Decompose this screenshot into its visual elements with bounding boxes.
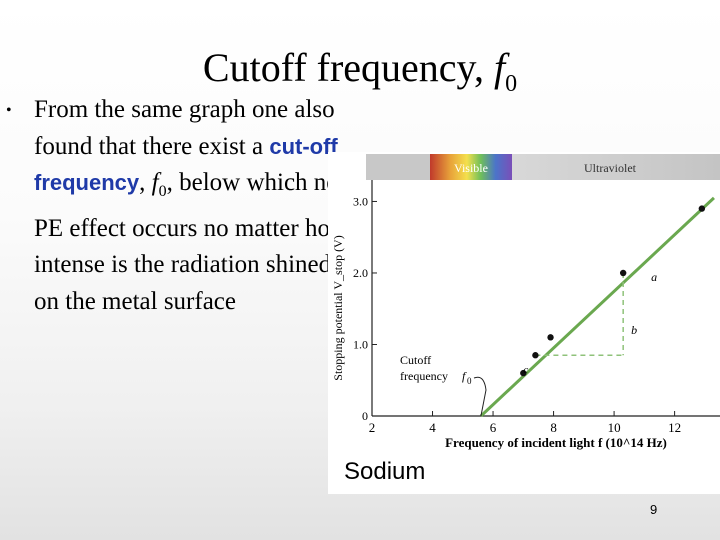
- data-point: [619, 269, 627, 277]
- data-point: [520, 369, 527, 377]
- sodium-graph-figure: Visible Ultraviolet 2 4 6 8 10 12 0 1.0 2.0 3.0 Fr…: [328, 152, 720, 494]
- x-tick-label: 4: [429, 420, 436, 435]
- x-axis-label: Frequency of incident light f (10^14 Hz): [445, 435, 667, 450]
- point-label-a: a: [651, 270, 657, 284]
- x-tick-label: 12: [668, 420, 681, 435]
- y-axis-label: Stopping potential V_stop (V): [331, 235, 345, 380]
- body-comma: ,: [139, 169, 152, 196]
- body-f0-sub: 0: [158, 183, 167, 200]
- y-tick-label: 0: [362, 409, 368, 423]
- data-point: [547, 334, 554, 341]
- band-label-visible: Visible: [454, 161, 488, 175]
- figure-caption: Sodium: [344, 458, 426, 485]
- annotation-f-sub: 0: [467, 376, 472, 386]
- y-tick-label: 1.0: [353, 337, 368, 351]
- body-part-2: , below which no PE effect occurs no mat…: [34, 169, 349, 315]
- slide-title: Cutoff frequency, f0: [0, 44, 720, 108]
- y-tick-label: 2.0: [353, 266, 368, 280]
- ultraviolet-band: [512, 154, 720, 180]
- x-tick-label: 8: [550, 420, 557, 435]
- y-tick-label: 3.0: [353, 194, 368, 208]
- title-variable: f: [493, 45, 506, 90]
- annotation-cutoff-line2: frequency: [400, 369, 448, 383]
- x-tick-label: 2: [369, 420, 376, 435]
- annotation-arrow: [473, 376, 487, 417]
- body-part-1: From the same graph one also found that …: [34, 96, 335, 160]
- annotation-f-var: f: [462, 369, 467, 383]
- plot-area: 2 4 6 8 10 12 0 1.0 2.0 3.0 Frequency of incident …: [331, 180, 720, 450]
- visible-band: [430, 154, 512, 180]
- page-number: 9: [650, 502, 658, 517]
- chart-svg: Visible Ultraviolet 2 4 6 8 10 12 0 1.0 2.0 3.0 Fr…: [331, 154, 720, 450]
- point-label-c: c: [523, 364, 528, 376]
- body-f0: f0: [151, 169, 167, 200]
- data-point: [698, 205, 706, 212]
- data-point: [532, 352, 539, 359]
- annotation-cutoff-line1: Cutoff: [400, 353, 431, 367]
- highlighted-term: cut-off frequency: [34, 133, 338, 196]
- body-f0-var: f: [151, 169, 159, 196]
- title-text: Cutoff frequency,: [202, 45, 494, 90]
- bullet-marker: •: [6, 102, 12, 119]
- band-label-ultraviolet: Ultraviolet: [584, 161, 637, 175]
- fit-line: [479, 196, 715, 418]
- x-tick-label: 6: [490, 420, 497, 435]
- x-tick-label: 10: [608, 420, 621, 435]
- point-label-b: b: [631, 323, 637, 337]
- bullet-text: From the same graph one also found that …: [34, 92, 354, 320]
- title-subscript: 0: [505, 71, 518, 97]
